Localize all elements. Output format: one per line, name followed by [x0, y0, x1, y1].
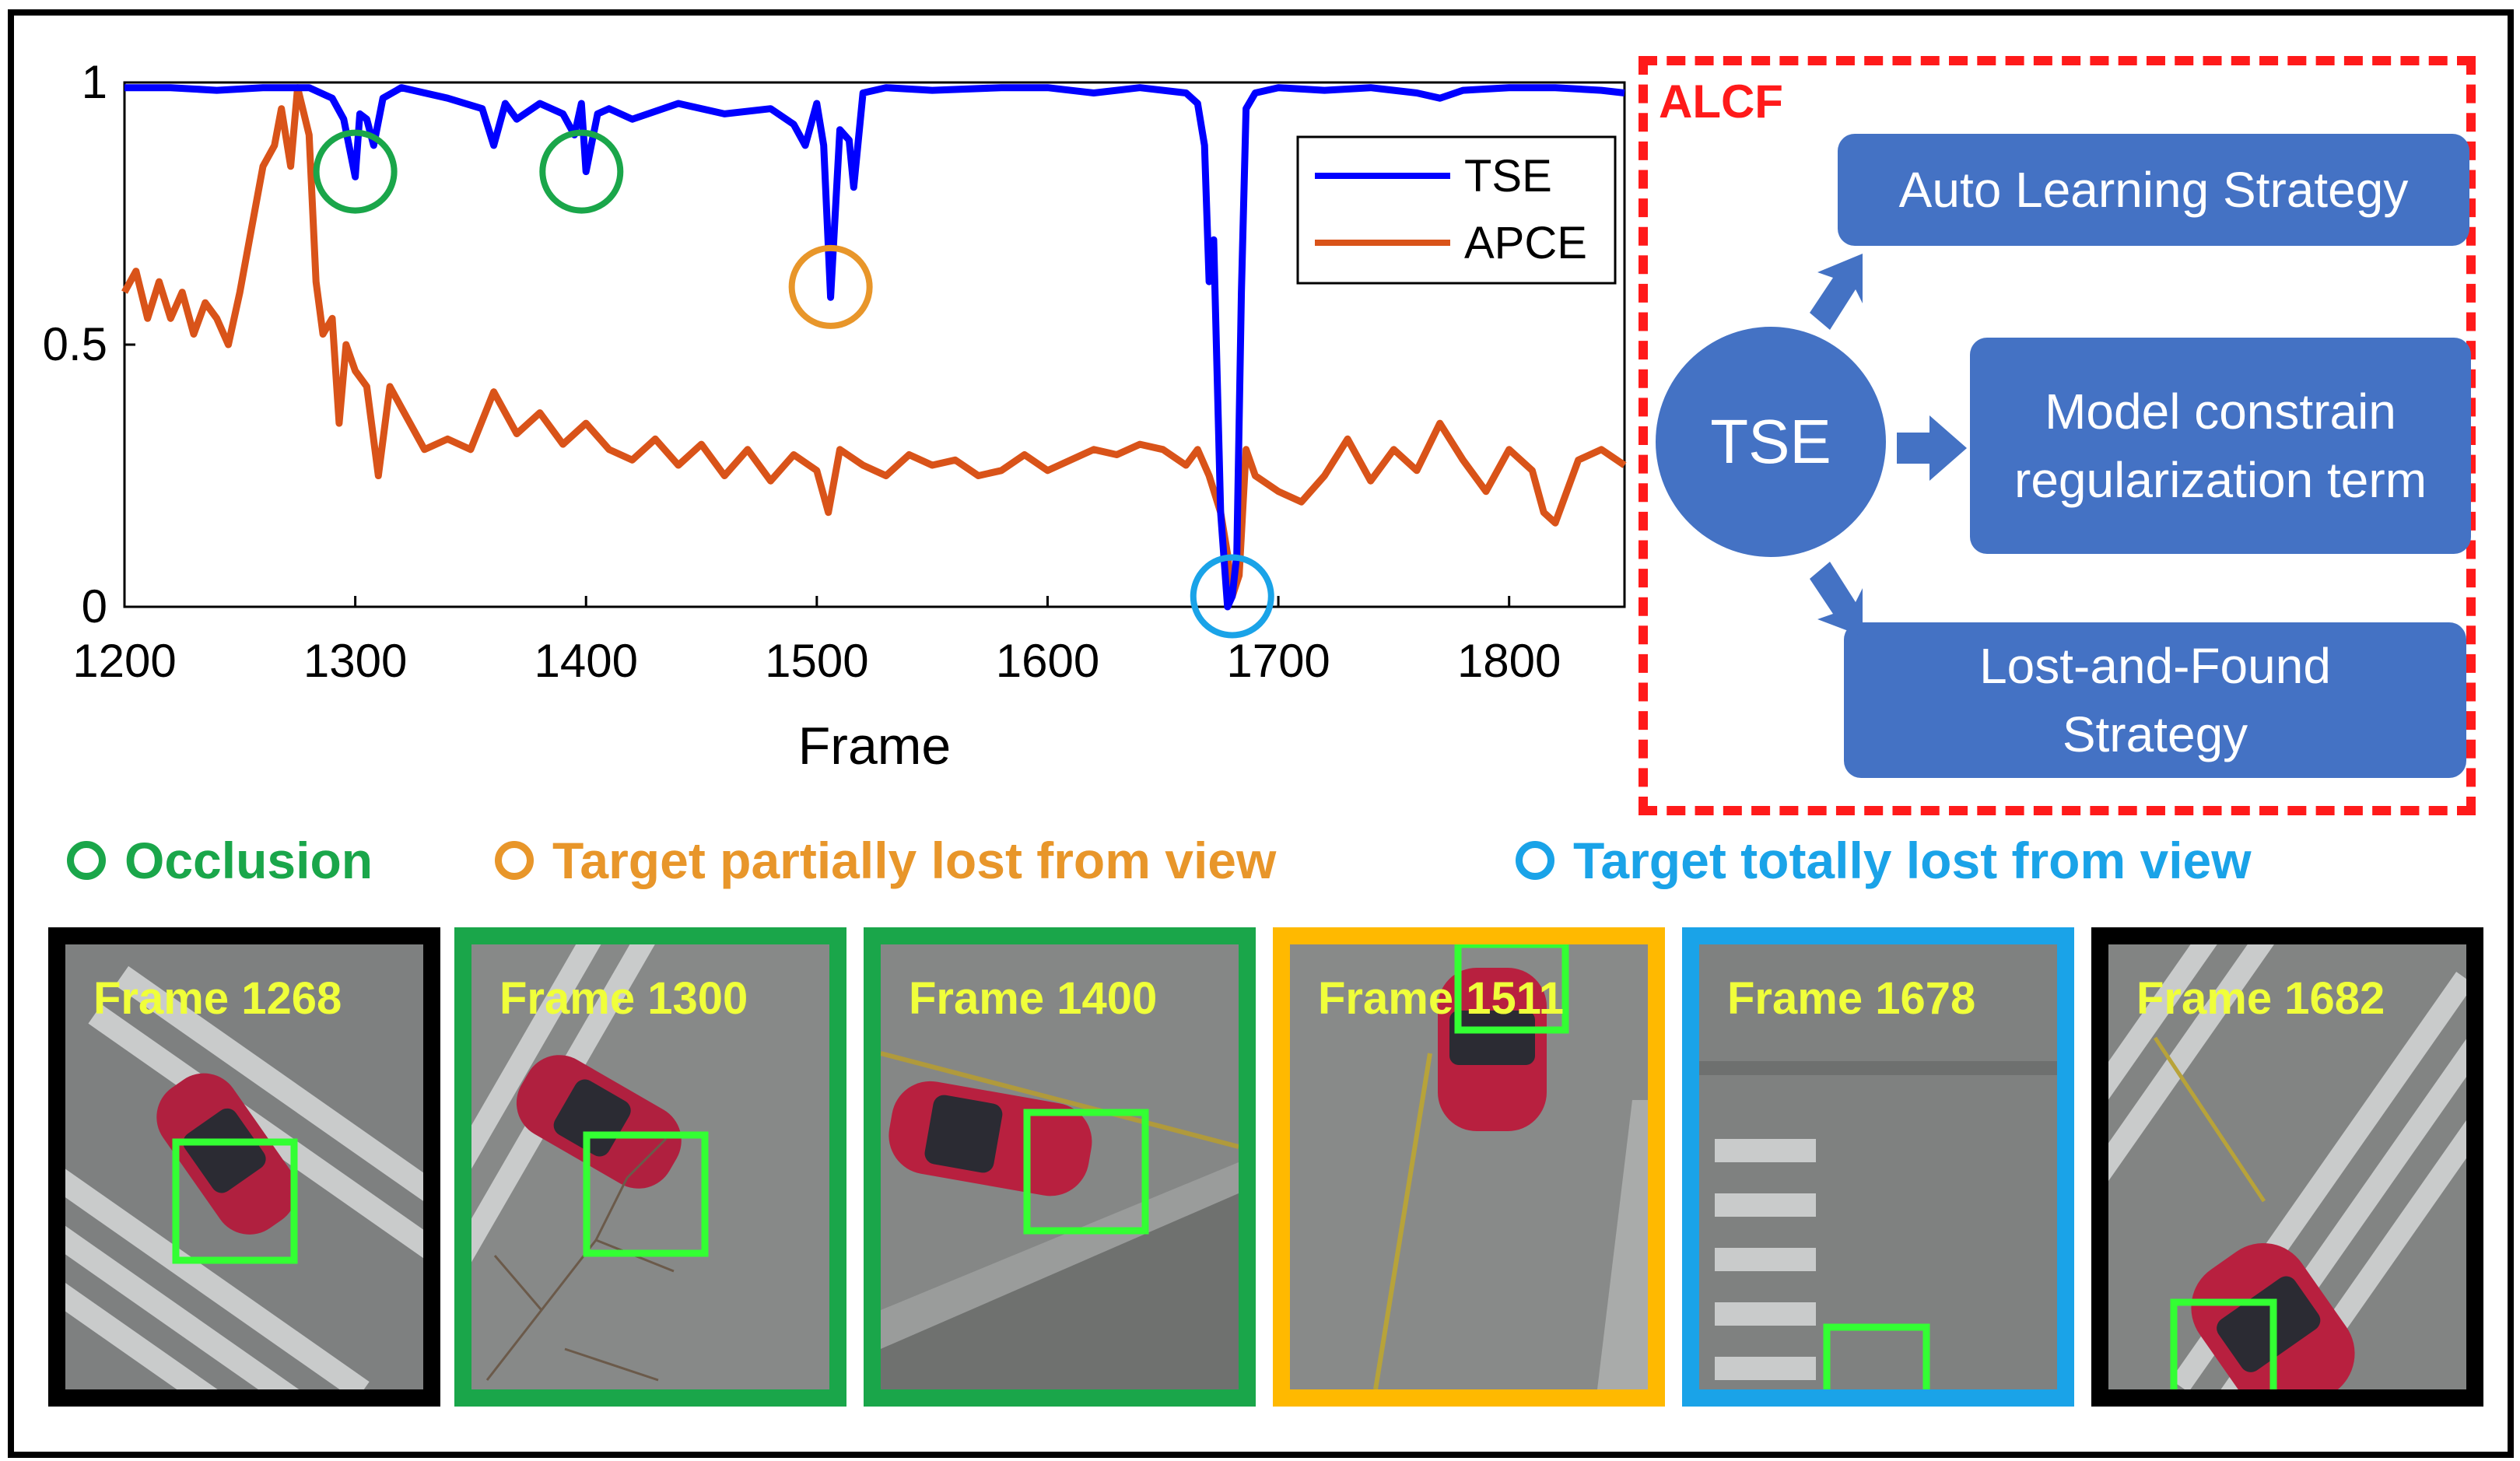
x-tick-label: 1300	[303, 635, 407, 687]
thumbnail-frame-1682: Frame 1682	[2091, 927, 2483, 1407]
aerial-photo	[881, 944, 1239, 1389]
aerial-photo	[2108, 944, 2466, 1389]
annotation-circle-occlusion	[539, 129, 624, 214]
thumbnail-label: Frame 1268	[93, 973, 342, 1024]
legend-label-apce: APCE	[1464, 218, 1587, 268]
annotation-circle-partial	[788, 244, 873, 329]
x-axis: 1200 1300 1400 1500 1600 1700 1800	[72, 596, 1561, 687]
legend-occlusion-label: Occlusion	[124, 832, 373, 889]
ring-icon	[67, 841, 106, 880]
y-tick-label: 0	[82, 580, 107, 632]
line-chart: 00.51 1200 1300 1400 1500 1600 1700 1800 Frame…	[43, 56, 1627, 776]
alcf-diagram: ALCF	[1639, 56, 2476, 815]
thumbnail-frame-1511: Frame 1511	[1273, 927, 1665, 1407]
annotation-circle-total	[1190, 554, 1274, 639]
model-constrain-box: Model constrain regularization term	[1970, 338, 2471, 554]
diagram-title: ALCF	[1659, 75, 1783, 128]
thumbnail-frame-1300: Frame 1300	[454, 927, 846, 1407]
x-tick-label: 1600	[996, 635, 1099, 687]
x-tick-label: 1200	[72, 635, 176, 687]
series-layer	[121, 84, 1627, 611]
tse-node: TSE	[1656, 327, 1886, 557]
ring-icon	[1516, 841, 1554, 880]
x-tick-label: 1500	[765, 635, 868, 687]
legend: TSE APCE	[1296, 135, 1617, 285]
x-tick-label: 1800	[1457, 635, 1561, 687]
thumbnail-label: Frame 1678	[1727, 973, 1976, 1024]
aerial-photo	[1290, 944, 1648, 1389]
y-axis: 00.51	[43, 56, 135, 632]
thumbnail-frame-1678: Frame 1678	[1682, 927, 2074, 1407]
aerial-photo	[471, 944, 829, 1389]
annotation-circle-occlusion	[313, 129, 398, 214]
aerial-photo	[1699, 944, 2057, 1389]
annotation-layer	[313, 129, 1274, 639]
legend-box	[1296, 135, 1617, 285]
ring-icon	[495, 841, 534, 880]
legend-total: Target totally lost from view	[1516, 831, 2252, 890]
auto-learning-box: Auto Learning Strategy	[1838, 134, 2469, 246]
thumbnail-frame-1268: Frame 1268	[48, 927, 440, 1407]
x-tick-label: 1400	[534, 635, 637, 687]
thumbnail-label: Frame 1300	[499, 973, 748, 1024]
thumbnail-label: Frame 1682	[2136, 973, 2385, 1024]
legend-occlusion: Occlusion	[67, 831, 373, 890]
legend-partial-label: Target partially lost from view	[552, 832, 1277, 889]
y-tick-label: 1	[82, 56, 107, 108]
legend-label-tse: TSE	[1464, 151, 1552, 201]
x-tick-label: 1700	[1226, 635, 1330, 687]
aerial-photo	[65, 944, 423, 1389]
thumbnail-label: Frame 1511	[1318, 973, 1565, 1024]
series-line-tse	[124, 84, 1625, 611]
legend-partial: Target partially lost from view	[495, 831, 1276, 890]
thumbnail-label: Frame 1400	[909, 973, 1158, 1024]
y-tick-label: 0.5	[43, 318, 107, 370]
lost-found-box: Lost-and-Found Strategy	[1844, 622, 2466, 778]
thumbnail-frame-1400: Frame 1400	[864, 927, 1256, 1407]
series-line-apce	[121, 84, 1627, 600]
x-axis-label: Frame	[798, 716, 951, 776]
legend-total-label: Target totally lost from view	[1573, 832, 2252, 889]
